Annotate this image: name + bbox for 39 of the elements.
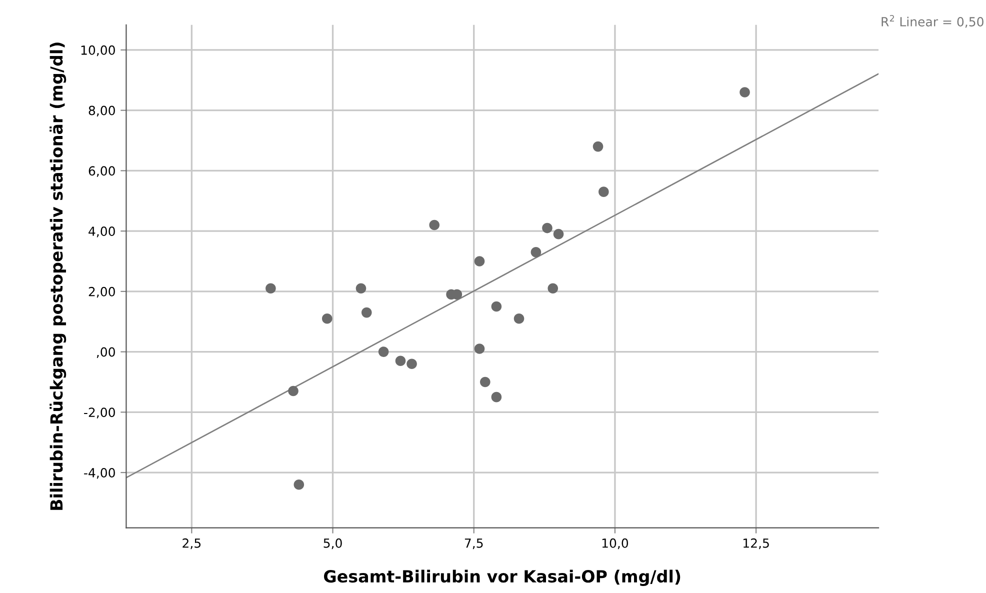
point [378, 346, 389, 357]
point [491, 301, 502, 312]
point [592, 141, 604, 152]
point [266, 283, 276, 294]
y-tick-label: 2,00 [88, 286, 115, 298]
point [542, 222, 552, 234]
point [294, 479, 304, 490]
point [548, 283, 558, 294]
text: R$^{2}$ Linear = 0,50 [882, 14, 984, 28]
y-tick-label: 10,00 [81, 45, 115, 56]
x-tick-label: 5,0 [324, 538, 342, 550]
y-tick-label: -2,00 [84, 408, 115, 418]
point [474, 344, 485, 354]
point [598, 186, 609, 197]
point [491, 392, 502, 402]
point [429, 220, 440, 230]
point [322, 313, 332, 324]
y-tick-label: 6,00 [88, 166, 115, 177]
x-tick-label: 12,5 [744, 538, 769, 550]
point [530, 247, 542, 258]
point [406, 358, 417, 370]
y-tick-label: 4,00 [88, 226, 115, 238]
point [553, 228, 564, 240]
y-tick-label: ,00 [96, 347, 115, 358]
point [480, 376, 490, 388]
point [361, 307, 372, 318]
x-axis-title: Gesamt-Bilirubin vor Kasai-OP (mg/dl) [324, 570, 680, 586]
point [356, 283, 366, 294]
point [514, 313, 524, 324]
y-tick-label: -4,00 [84, 468, 115, 479]
y-tick-label: 8,00 [88, 106, 115, 117]
point [288, 386, 298, 396]
x-tick-label: 2,5 [182, 538, 201, 550]
point [740, 87, 750, 98]
y-axis-title: Bilirubin-Rückgang postoperativ stationär (mg/dl) [50, 42, 66, 510]
x-tick-label: 10,0 [602, 538, 628, 550]
point [474, 256, 485, 266]
x-tick-label: 7,5 [464, 538, 483, 550]
point [395, 356, 406, 366]
